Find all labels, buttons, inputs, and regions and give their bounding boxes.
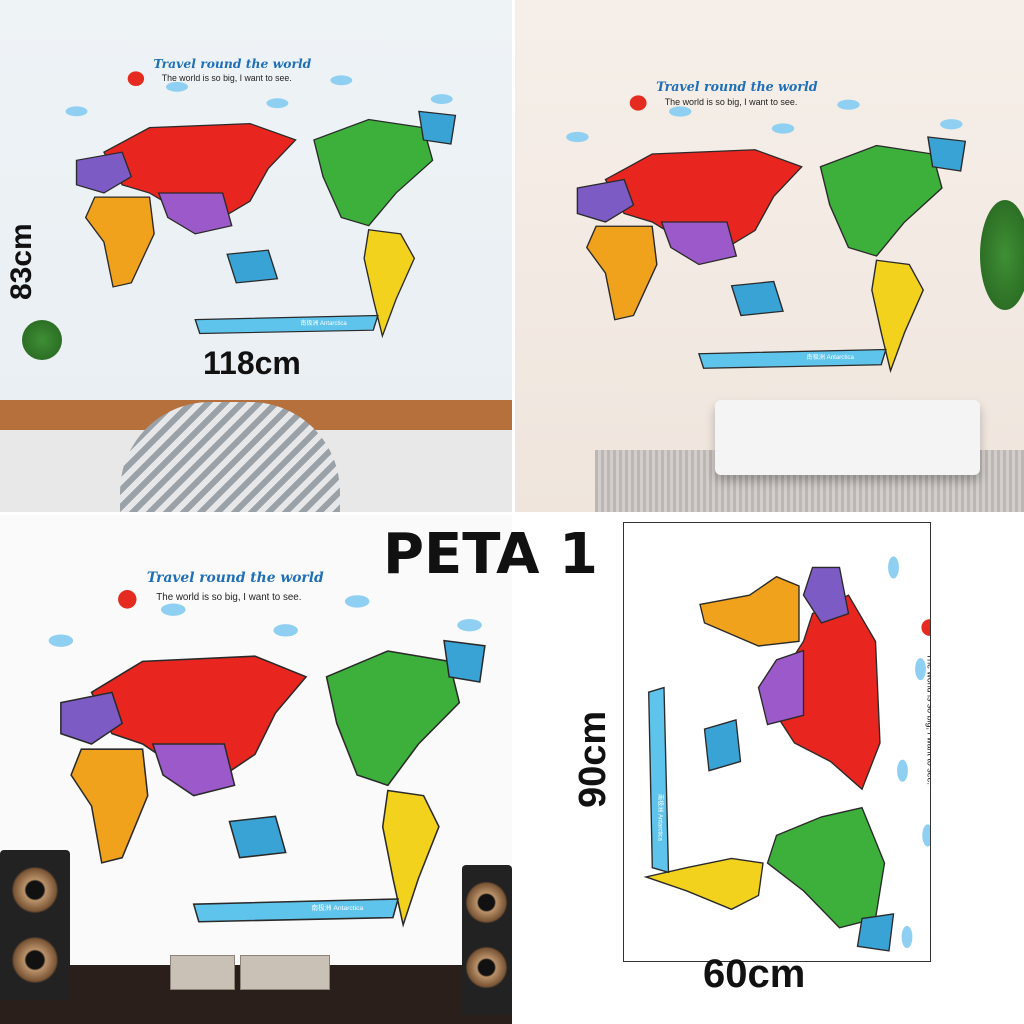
greenland-shape [856, 913, 895, 952]
cloud-icon [344, 595, 370, 608]
antarctica-shape [648, 686, 670, 874]
chair [120, 402, 340, 512]
cloud-icon [65, 106, 88, 117]
sheet-width-label: 60cm [703, 952, 806, 996]
europe-shape [576, 178, 635, 223]
cloud-icon [330, 75, 353, 86]
south-america-shape [363, 229, 416, 339]
cloud-icon [901, 925, 913, 949]
antarctica-shape [192, 898, 400, 923]
device [240, 955, 330, 990]
cloud-icon [161, 603, 186, 616]
sheet-height-label: 90cm [572, 710, 614, 808]
cloud-icon [915, 658, 926, 681]
greenland-shape [927, 136, 967, 172]
australia-shape [730, 280, 784, 317]
cloud-icon [166, 81, 188, 92]
sun-icon [921, 619, 930, 636]
map-title: Travel round the world [656, 79, 818, 95]
antarctica-label: 南极洲 Antarctica [300, 320, 347, 327]
cloud-icon [940, 119, 963, 130]
sun-icon [118, 590, 137, 609]
asia-south-shape [157, 192, 233, 235]
cloud-icon [266, 98, 289, 109]
sun-icon [127, 71, 145, 87]
australia-shape [228, 815, 287, 859]
south-america-shape [643, 857, 764, 911]
product-name: PETA 1 [383, 522, 598, 587]
eurasia-shape [775, 594, 881, 791]
antarctica-label: 南极洲 Antarctica [656, 794, 663, 841]
antarctica-label: 南极洲 Antarctica [806, 354, 854, 362]
cloud-icon [273, 624, 298, 637]
cloud-icon [837, 99, 860, 110]
africa-shape [699, 575, 800, 647]
cloud-icon [430, 94, 453, 104]
antarctica-shape [194, 314, 379, 335]
sun-icon [629, 95, 647, 111]
eurasia-shape [90, 655, 308, 776]
map-subtitle: The world is so big, I want to see. [161, 72, 292, 83]
europe-shape [60, 691, 124, 745]
plant [980, 200, 1024, 310]
greenland-shape [443, 639, 486, 683]
photo-living-room: Travel round the world The world is so bi… [515, 0, 1024, 512]
asia-south-shape [151, 743, 236, 797]
cloud-icon [457, 618, 482, 632]
africa-shape [84, 196, 155, 288]
north-america-shape [325, 650, 461, 787]
map-subtitle: The world is so big, I want to see. [156, 592, 302, 604]
antarctica-label: 南极洲 Antarctica [311, 905, 364, 913]
cloud-icon [48, 634, 74, 647]
antarctica-shape [697, 348, 887, 369]
australia-shape [703, 719, 742, 772]
map-title: Travel round the world [146, 570, 324, 587]
map-subtitle: The world is so big, I want to see. [664, 97, 798, 108]
south-america-shape [871, 259, 925, 374]
world-map-sticker: Travel round the world The world is so bi… [20, 570, 490, 930]
cloud-icon [771, 123, 795, 134]
europe-shape [802, 566, 850, 624]
asia-south-shape [660, 221, 738, 266]
map-subtitle: The world is so big, I want to see. [925, 653, 931, 785]
photo-tv-room: Travel round the world The world is so bi… [0, 515, 512, 1024]
map-title: Travel round the world [153, 55, 312, 71]
sofa [715, 400, 980, 475]
width-label: 118cm [203, 345, 301, 381]
cloud-icon [888, 556, 899, 579]
eurasia-shape [103, 122, 297, 219]
cloud-icon [897, 759, 908, 782]
australia-shape [226, 249, 279, 284]
world-map-sticker: Travel round the world The world is so bi… [540, 79, 970, 375]
greenland-shape [418, 110, 457, 145]
north-america-shape [766, 806, 886, 929]
europe-shape [75, 151, 133, 194]
speaker-right [462, 865, 512, 1015]
photo-desk-room: 83cm 118cm Travel round the world The wor… [0, 0, 512, 512]
cloud-icon [922, 824, 930, 847]
height-label: 83cm [5, 223, 38, 300]
device [170, 955, 235, 990]
speaker-left [0, 850, 70, 1000]
plant [22, 320, 62, 360]
south-america-shape [381, 789, 440, 928]
eurasia-shape [604, 149, 803, 249]
africa-shape [70, 748, 149, 864]
cloud-icon [566, 131, 589, 143]
north-america-shape [313, 118, 434, 227]
north-america-shape [819, 144, 943, 257]
cloud-icon [669, 106, 692, 117]
africa-shape [585, 225, 658, 321]
asia-south-shape [757, 649, 805, 726]
